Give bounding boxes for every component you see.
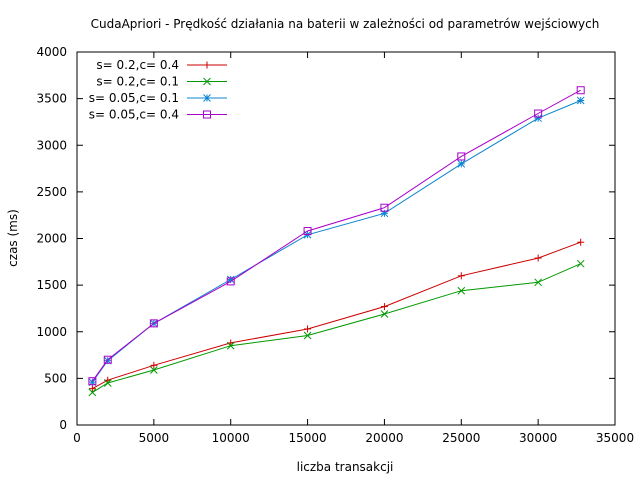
y-tick-label: 0	[59, 418, 67, 432]
x-tick-label: 25000	[442, 431, 480, 445]
legend-marker	[203, 61, 211, 69]
y-tick-label: 3000	[36, 138, 67, 152]
data-point	[576, 259, 585, 268]
legend-marker	[203, 77, 211, 86]
data-point	[303, 331, 312, 340]
data-point	[576, 86, 585, 95]
data-point	[577, 238, 585, 246]
y-axis-label: czas (ms)	[6, 209, 20, 267]
data-point	[88, 385, 96, 393]
legend: s= 0.2,c= 0.4 s= 0.2,c= 0.1 s= 0.05,c= 0.1…	[89, 58, 227, 122]
data-point	[103, 355, 112, 364]
series-area	[88, 86, 585, 397]
x-tick-label: 20000	[365, 431, 403, 445]
data-point	[304, 325, 312, 333]
series-4	[88, 86, 585, 386]
data-point	[457, 160, 466, 168]
x-axis-label: liczba transakcji	[297, 460, 394, 474]
y-tick-label: 4000	[36, 45, 67, 59]
axes: 0 5000 10000 15000 20000 25000 30000 35000 0 500 1…	[36, 45, 634, 445]
data-point	[150, 361, 158, 369]
series-2	[88, 259, 585, 397]
legend-marker	[203, 94, 211, 102]
data-point	[380, 303, 388, 311]
y-tick-label: 1500	[36, 278, 67, 292]
data-point	[534, 278, 542, 287]
legend-item: s= 0.2,c= 0.4	[96, 58, 227, 72]
x-tick-label: 10000	[212, 431, 250, 445]
y-tick-label: 500	[44, 371, 67, 385]
x-tick-label: 0	[73, 431, 81, 445]
legend-item: s= 0.2,c= 0.1	[96, 75, 227, 89]
data-point	[149, 319, 158, 328]
data-point	[457, 286, 466, 295]
data-point	[303, 227, 312, 236]
series-3	[88, 96, 585, 386]
x-tick-label: 15000	[288, 431, 326, 445]
data-point	[88, 388, 97, 397]
legend-label: s= 0.2,c= 0.4	[96, 58, 179, 72]
data-point	[534, 109, 543, 118]
x-tick-label: 35000	[596, 431, 634, 445]
data-point	[457, 152, 466, 161]
x-tick-label: 5000	[139, 431, 170, 445]
data-point	[457, 272, 465, 280]
data-point	[534, 254, 542, 262]
chart-title: CudaApriori - Prędkość działania na bate…	[91, 17, 600, 31]
y-tick-label: 3500	[36, 92, 67, 106]
data-point	[534, 114, 542, 123]
series-line	[91, 89, 581, 382]
data-point	[226, 277, 235, 286]
data-point	[103, 379, 112, 387]
series-line	[92, 263, 581, 393]
data-point	[380, 203, 389, 212]
x-tick-label: 30000	[519, 431, 557, 445]
data-point	[150, 366, 158, 374]
legend-item: s= 0.05,c= 0.4	[89, 108, 227, 122]
data-point	[88, 377, 97, 386]
legend-item: s= 0.05,c= 0.1	[89, 91, 227, 105]
legend-label: s= 0.2,c= 0.1	[96, 75, 179, 89]
legend-marker	[203, 110, 211, 119]
series-line	[91, 100, 581, 383]
data-point	[226, 341, 235, 350]
legend-label: s= 0.05,c= 0.1	[89, 91, 179, 105]
legend-label: s= 0.05,c= 0.4	[89, 108, 179, 122]
y-tick-label: 1000	[36, 325, 67, 339]
y-tick-label: 2500	[36, 185, 67, 199]
y-tick-label: 2000	[36, 232, 67, 246]
data-point	[380, 310, 389, 318]
data-point	[576, 96, 585, 105]
series-1	[88, 238, 585, 393]
